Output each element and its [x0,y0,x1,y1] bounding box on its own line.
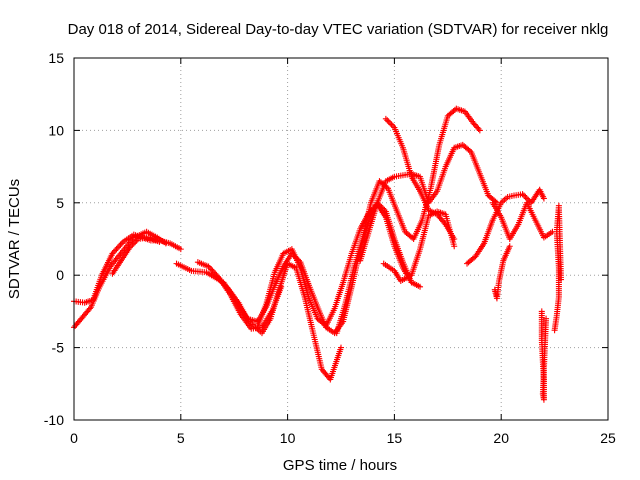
data-point [216,276,223,283]
data-point [206,264,213,271]
y-tick-label: 10 [48,122,64,138]
x-tick-label: 5 [177,430,185,446]
data-point [385,118,392,125]
data-point [540,195,547,202]
grid-layer [74,58,608,420]
data-point [126,244,133,251]
data-point [520,192,527,199]
data-point [475,125,482,132]
data-point [466,147,473,154]
chart-title: Day 018 of 2014, Sidereal Day-to-day VTE… [68,21,609,38]
y-tick-label: -5 [52,340,65,356]
x-tick-label: 15 [387,430,403,446]
ticks-layer: 0 5 10 15 20 25 -10 -5 0 5 10 15 [44,50,616,446]
data-point [130,240,137,247]
y-tick-label: 5 [56,195,64,211]
data-point [470,120,477,127]
data-point [211,272,218,279]
series-11 [380,208,458,284]
data-point [278,283,285,290]
data-point [109,250,116,257]
series-14 [491,243,513,302]
data-point [417,283,424,290]
data-point [519,191,526,198]
data-point [474,124,481,131]
data-point [209,267,216,274]
data-point [382,115,389,122]
data-point [133,237,140,244]
data-point [223,283,230,290]
data-point [221,282,228,289]
x-tick-label: 25 [600,430,616,446]
data-point [217,277,224,284]
data-point [213,273,220,280]
series-3 [109,234,163,277]
marks-layer [71,105,565,403]
data-point [506,243,513,250]
data-point [129,241,136,248]
data-point [117,241,124,248]
data-point [472,123,479,130]
data-point [388,121,395,128]
data-point [132,238,139,245]
data-point [219,279,226,286]
data-point [110,249,117,256]
data-point [205,263,212,270]
x-axis-label: GPS time / hours [283,457,397,474]
data-point [471,121,478,128]
y-tick-label: 0 [56,267,64,283]
x-tick-label: 20 [493,430,509,446]
data-point [451,243,458,250]
data-point [86,305,93,312]
y-tick-label: -10 [44,412,64,428]
data-point [476,127,483,134]
data-point [220,280,227,287]
data-point [127,243,134,250]
data-point [492,198,499,205]
plot-frame [73,57,609,421]
data-point [543,315,550,322]
data-point [338,344,344,351]
data-point [114,244,121,251]
data-point [118,240,125,247]
series-16 [551,202,565,334]
data-point [208,266,215,273]
data-point [522,194,529,201]
data-point [389,123,396,130]
data-point [112,247,119,254]
series-8 [333,105,483,337]
series-13 [489,199,556,242]
data-point [177,246,184,253]
data-point [116,243,123,250]
data-point [210,269,217,276]
data-point [387,120,394,127]
data-point [113,246,120,253]
data-point [558,276,565,283]
data-point [384,117,391,124]
series-10 [382,115,458,242]
series-12 [464,186,547,267]
data-point [156,238,163,245]
x-tick-label: 10 [280,430,296,446]
y-axis-label: SDTVAR / TECUs [6,179,23,299]
series-9 [357,141,500,264]
y-tick-label: 15 [48,50,64,66]
x-tick-label: 0 [70,430,78,446]
series-15 [538,308,550,403]
data-point [214,275,221,282]
data-point [162,240,169,247]
